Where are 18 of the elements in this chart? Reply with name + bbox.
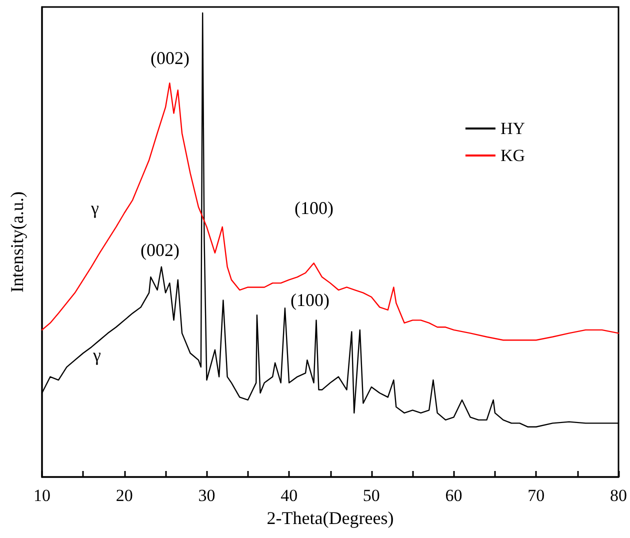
annotation: (100) <box>294 198 334 218</box>
annotation: γ <box>90 198 100 218</box>
annotation: (002) <box>150 48 190 68</box>
x-tick-label: 70 <box>528 486 545 505</box>
x-tick-label: 30 <box>198 486 216 505</box>
x-tick-label: 10 <box>34 486 50 505</box>
x-tick-label: 20 <box>116 486 133 505</box>
x-tick-label: 80 <box>610 486 627 505</box>
legend-label: KG <box>500 146 526 165</box>
annotation: (100) <box>290 290 330 310</box>
x-tick-label: 40 <box>280 486 298 505</box>
x-tick-label: 60 <box>445 486 462 505</box>
y-axis-title: Intensity(a.u.) <box>7 192 27 292</box>
x-axis-title: 2-Theta(Degrees) <box>266 508 394 528</box>
annotation: (002) <box>140 240 180 260</box>
x-tick-label: 50 <box>362 486 380 505</box>
legend-label: HY <box>500 119 526 138</box>
annotation: γ <box>92 345 102 365</box>
